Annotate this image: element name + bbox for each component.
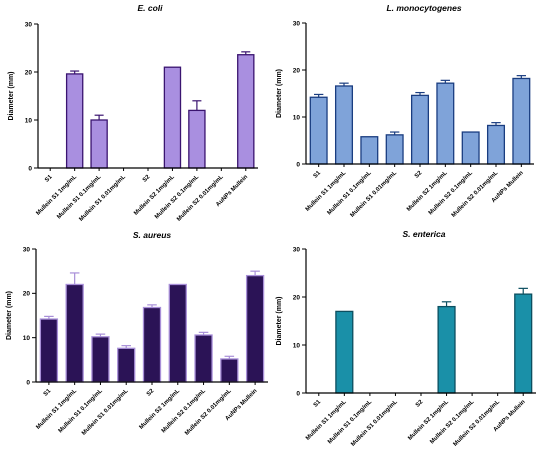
bar — [385, 134, 404, 165]
x-tick-label: Mullein S1 0.1mg/mL — [58, 388, 104, 434]
x-tick-label: S2 — [146, 388, 156, 398]
bar — [91, 336, 110, 383]
y-tick-label: 0 — [26, 379, 30, 386]
bar — [486, 124, 506, 165]
x-tick-label: Mullein S2 0.1mg/mL — [429, 399, 475, 445]
y-axis-label: Diameter (mm) — [8, 71, 15, 120]
x-tick-label: Mullein S1 0.01mg/mL — [350, 399, 399, 448]
y-tick-label: 0 — [296, 161, 300, 168]
x-tick-label: Mullein S1 0.1mg/mL — [56, 174, 102, 220]
bar — [90, 119, 108, 169]
y-tick-label: 10 — [293, 342, 301, 349]
bar — [168, 283, 187, 383]
bar — [360, 136, 379, 165]
bar — [514, 293, 533, 394]
bar — [512, 77, 531, 165]
bar — [163, 66, 182, 169]
bar — [461, 131, 480, 165]
x-tick-label: Mullein S2 0.1mg/mL — [154, 174, 200, 220]
x-tick-label: S1 — [313, 170, 323, 180]
y-axis-label: Diameter (mm) — [276, 69, 283, 118]
x-tick-label: S1 — [44, 174, 54, 184]
x-tick-label: S2 — [414, 170, 424, 180]
y-tick-label: 20 — [293, 67, 301, 74]
y-tick-label: 20 — [23, 291, 31, 298]
y-tick-label: 20 — [293, 294, 301, 301]
bar — [220, 358, 239, 383]
y-tick-label: 0 — [28, 165, 32, 172]
y-tick-label: 0 — [296, 390, 300, 397]
bar — [142, 306, 162, 383]
y-tick-label: 10 — [25, 117, 33, 124]
x-tick-label: Mullein S1 0.01mg/mL — [78, 174, 127, 223]
bar — [39, 318, 59, 383]
bar — [194, 334, 213, 383]
y-tick-label: 30 — [293, 20, 301, 27]
bar — [437, 305, 456, 394]
x-tick-label: Mullein S2 0.01mg/mL — [453, 399, 502, 448]
x-tick-label: Mullein S2 0.01mg/mL — [451, 170, 500, 219]
bar — [309, 96, 328, 165]
x-tick-label: Mullein S2 1mg/mL — [407, 399, 450, 442]
x-tick-label: Mullein S1 0.01mg/mL — [350, 170, 399, 219]
bar — [237, 54, 255, 169]
x-tick-label: Mullein S1 0.01mg/mL — [81, 388, 130, 437]
x-tick-label: Mullein S1 1mg/mL — [305, 170, 348, 213]
y-tick-label: 20 — [25, 69, 33, 76]
x-tick-label: Mullein S1 1mg/mL — [35, 174, 78, 217]
y-tick-label: 30 — [293, 246, 301, 253]
chart-title: E. coli — [137, 3, 163, 13]
x-tick-label: Mullein S2 1mg/mL — [133, 174, 176, 217]
x-tick-label: Mullein S1 0.1mg/mL — [327, 170, 373, 216]
chart-title: S. aureus — [133, 230, 172, 240]
bar — [65, 283, 84, 383]
bar — [335, 310, 354, 394]
y-tick-label: 10 — [23, 335, 31, 342]
x-tick-label: Mullein S2 0.1mg/mL — [161, 388, 207, 434]
x-tick-label: S2 — [142, 174, 152, 184]
bar — [410, 94, 430, 165]
y-tick-label: 30 — [25, 21, 33, 28]
x-tick-label: S1 — [43, 388, 53, 398]
bar — [245, 274, 265, 383]
x-tick-label: S1 — [313, 399, 323, 409]
bar — [334, 85, 354, 165]
bar — [117, 347, 136, 383]
x-tick-label: S2 — [415, 399, 425, 409]
chart-title: L. monocytogenes — [386, 3, 461, 13]
x-tick-label: Mullein S2 1mg/mL — [406, 170, 449, 213]
x-tick-label: Mullein S2 0.01mg/mL — [184, 388, 233, 437]
x-tick-label: Mullein S1 1mg/mL — [35, 388, 78, 431]
bar — [65, 73, 84, 169]
x-tick-label: Mullein S2 0.01mg/mL — [176, 174, 225, 223]
y-axis-label: Diameter (mm) — [6, 291, 13, 340]
x-tick-label: Mullein S2 0.1mg/mL — [428, 170, 474, 216]
x-tick-label: Mullein S1 1mg/mL — [305, 399, 348, 442]
bar — [436, 82, 455, 165]
y-tick-label: 10 — [293, 114, 301, 121]
y-axis-label: Diameter (mm) — [276, 296, 283, 345]
x-tick-label: Mullein S2 1mg/mL — [139, 388, 182, 431]
chart-title: S. enterica — [403, 229, 446, 239]
bar — [188, 109, 206, 169]
x-tick-label: Mullein S1 0.1mg/mL — [327, 399, 373, 445]
y-tick-label: 30 — [23, 246, 31, 253]
